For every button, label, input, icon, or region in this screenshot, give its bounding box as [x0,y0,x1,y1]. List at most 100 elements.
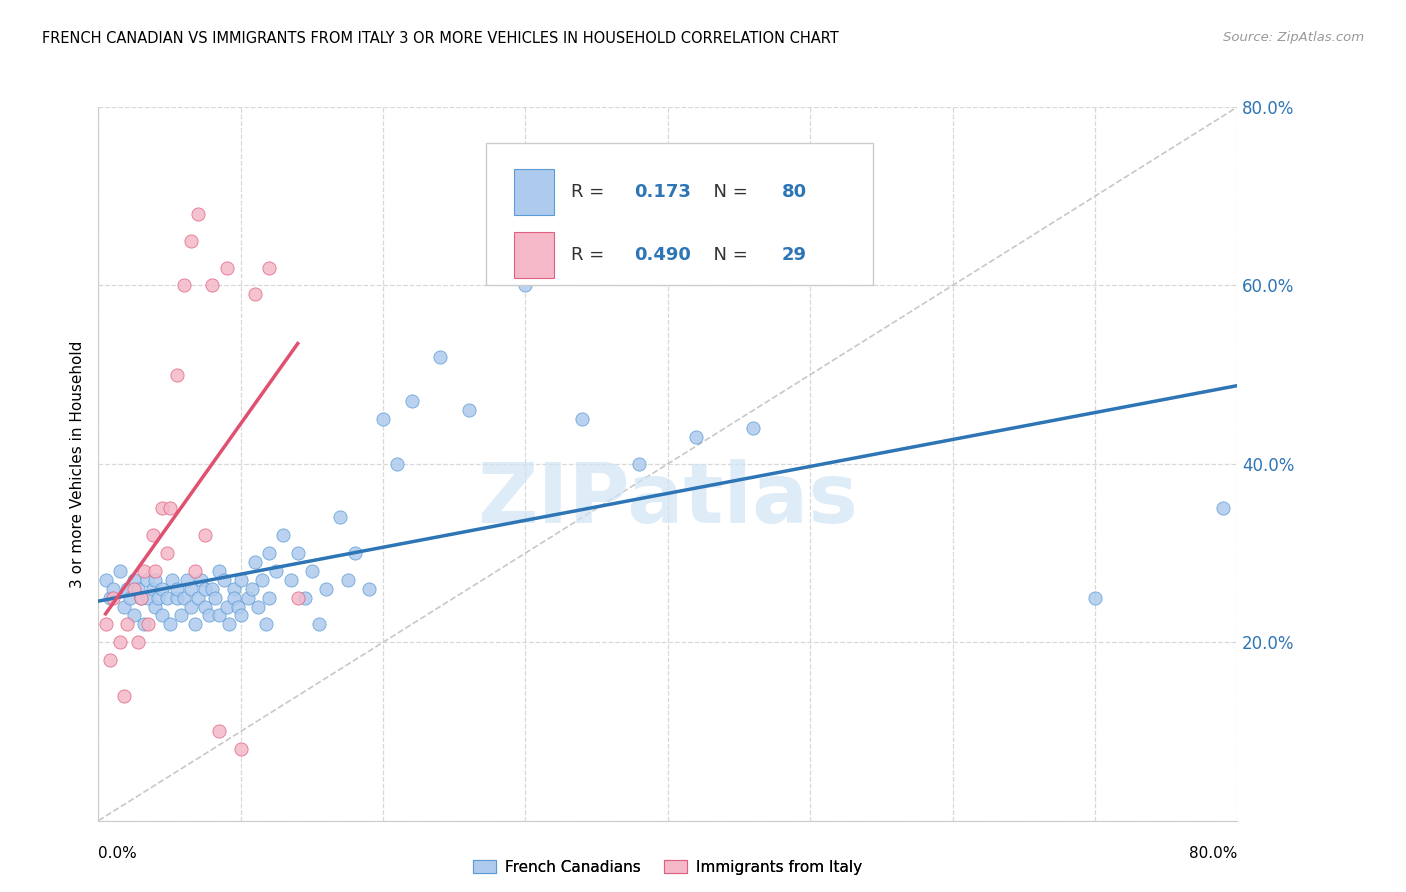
Point [243,555,266,569]
Point [287,546,309,560]
Point [145,573,167,587]
Point [187,207,209,221]
Text: Source: ZipAtlas.com: Source: ZipAtlas.com [1223,31,1364,45]
Point [571,412,593,426]
Point [194,528,217,542]
Point [259,591,281,605]
Point [218,617,240,632]
Point [194,582,217,596]
Point [101,582,124,596]
Point [115,617,138,632]
Point [266,564,288,578]
Point [118,591,141,605]
Point [173,591,195,605]
Point [122,582,145,596]
Point [287,591,309,605]
Point [132,564,155,578]
Point [141,582,163,596]
Point [101,591,124,605]
Point [141,528,163,542]
Point [329,510,352,524]
Point [180,234,202,248]
Point [194,599,217,614]
Text: R =: R = [571,246,610,264]
Point [166,368,188,382]
Point [145,599,167,614]
Point [373,412,395,426]
Point [1084,591,1107,605]
Text: 0.0%: 0.0% [98,846,138,861]
Point [685,430,707,444]
Point [226,599,249,614]
Text: R =: R = [571,183,610,202]
Point [145,564,167,578]
Point [162,573,184,587]
Point [184,617,207,632]
Point [259,260,281,275]
FancyBboxPatch shape [515,232,554,278]
Point [108,635,131,649]
Point [259,546,281,560]
Point [156,591,179,605]
Text: ZIPatlas: ZIPatlas [478,459,858,540]
Point [129,591,152,605]
Point [457,403,479,417]
Point [132,617,155,632]
Point [204,591,226,605]
Point [112,689,135,703]
Point [201,278,224,293]
FancyBboxPatch shape [485,143,873,285]
Point [357,582,380,596]
Point [336,573,359,587]
Point [243,287,266,301]
Point [273,528,295,542]
Point [122,573,145,587]
Point [127,582,149,596]
Point [429,350,451,364]
Y-axis label: 3 or more Vehicles in Household: 3 or more Vehicles in Household [69,340,84,588]
Point [198,608,221,623]
Point [229,573,252,587]
Point [184,564,207,578]
Point [343,546,366,560]
Legend: French Canadians, Immigrants from Italy: French Canadians, Immigrants from Italy [467,854,869,880]
Point [401,394,423,409]
Text: 29: 29 [782,246,807,264]
Point [187,591,209,605]
Point [229,742,252,756]
Text: 80.0%: 80.0% [1189,846,1237,861]
Point [208,564,231,578]
Point [176,573,198,587]
Point [515,278,537,293]
Point [387,457,409,471]
Text: N =: N = [702,246,754,264]
Text: FRENCH CANADIAN VS IMMIGRANTS FROM ITALY 3 OR MORE VEHICLES IN HOUSEHOLD CORRELA: FRENCH CANADIAN VS IMMIGRANTS FROM ITALY… [42,31,839,46]
Point [115,582,138,596]
Point [294,591,316,605]
Point [215,260,238,275]
Point [208,608,231,623]
Point [170,608,193,623]
Point [1212,501,1234,516]
Point [236,591,259,605]
Point [98,653,121,667]
Point [215,599,238,614]
Text: 0.173: 0.173 [634,183,690,202]
Point [129,591,152,605]
Point [122,608,145,623]
Point [152,608,174,623]
FancyBboxPatch shape [515,169,554,216]
Point [246,599,269,614]
Text: N =: N = [702,183,754,202]
Point [152,582,174,596]
Point [222,582,245,596]
Point [159,501,181,516]
Point [108,564,131,578]
Point [208,724,231,739]
Text: 0.490: 0.490 [634,246,690,264]
Point [166,582,188,596]
Point [222,591,245,605]
Point [98,591,121,605]
Point [136,617,159,632]
Point [212,573,235,587]
